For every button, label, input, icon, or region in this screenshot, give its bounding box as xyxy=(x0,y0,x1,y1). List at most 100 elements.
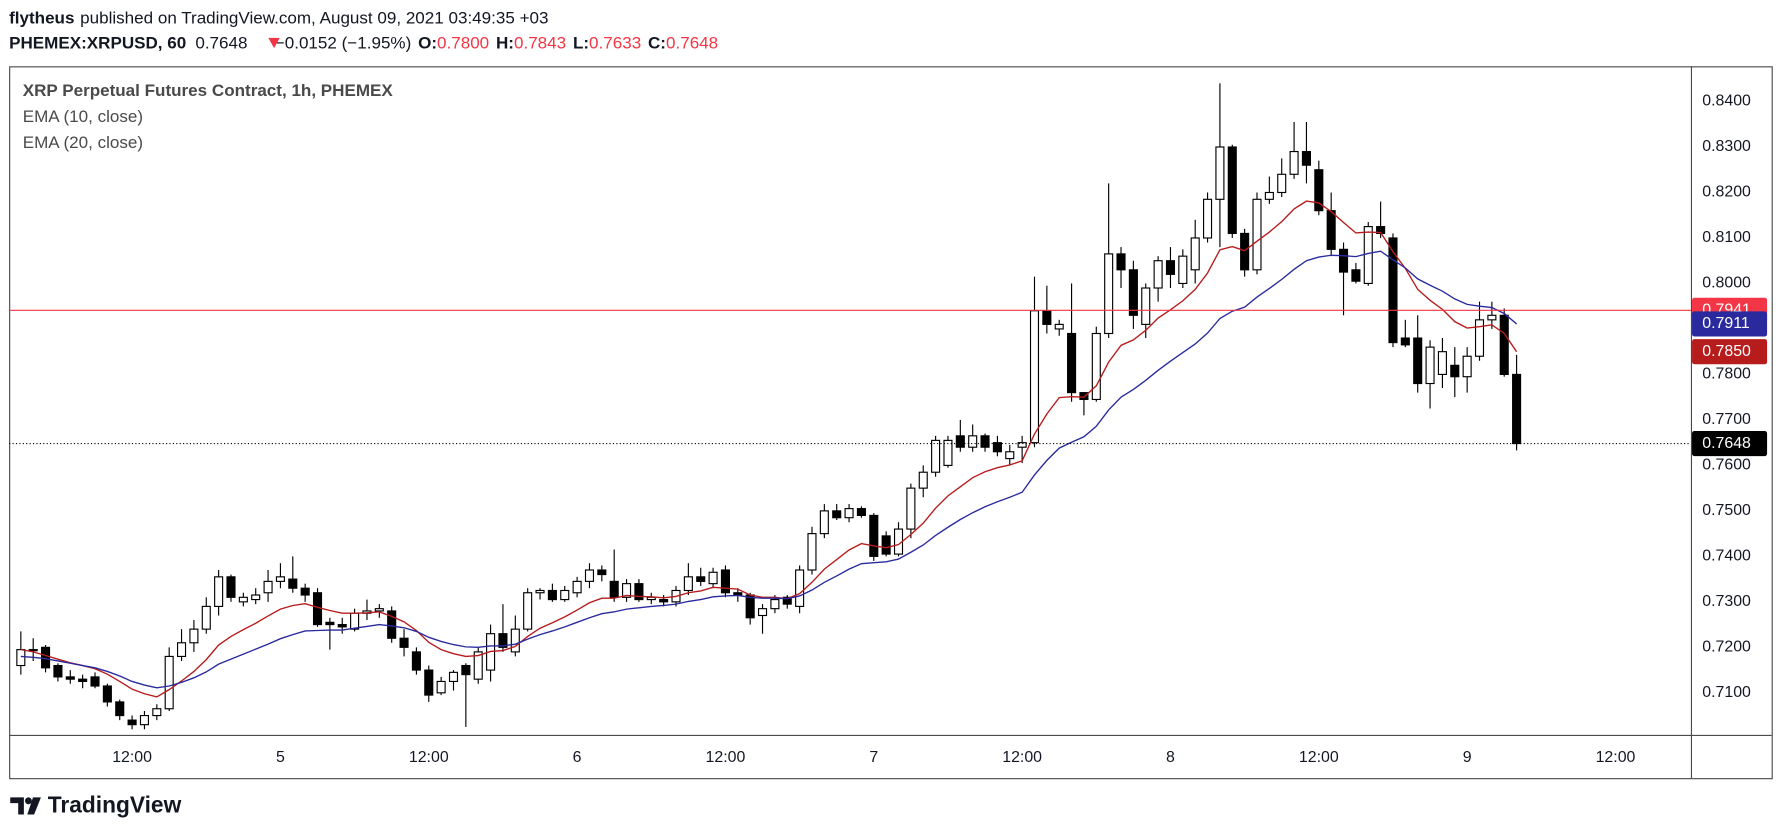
candle xyxy=(869,513,879,561)
symbol: PHEMEX:XRPUSD, 60 xyxy=(9,33,186,52)
candle-body xyxy=(1029,310,1040,444)
y-tick-label: 0.8300 xyxy=(1702,138,1751,155)
candle-body xyxy=(1165,260,1176,275)
candle xyxy=(856,506,866,518)
candle xyxy=(152,704,162,721)
candle-body xyxy=(325,621,335,626)
price-label: 0.7648 xyxy=(1702,435,1751,452)
candle xyxy=(795,565,805,614)
candle-body xyxy=(634,583,644,601)
candle xyxy=(1054,319,1064,336)
ohlc-value: 0.7800 xyxy=(437,33,489,52)
candle xyxy=(597,565,607,582)
y-tick-label: 0.8200 xyxy=(1702,184,1751,201)
candle-body xyxy=(1351,269,1361,282)
ohlc-key: L: xyxy=(573,33,589,52)
candle xyxy=(498,604,508,652)
author: flytheus xyxy=(9,8,74,27)
y-tick-label: 0.7400 xyxy=(1702,548,1751,565)
candle-body xyxy=(1413,337,1423,385)
candle xyxy=(757,604,768,634)
candle xyxy=(65,670,75,684)
candle xyxy=(560,585,570,602)
candle-body xyxy=(1388,237,1398,344)
candle xyxy=(374,604,384,618)
candle-body xyxy=(1450,364,1460,378)
down-arrow xyxy=(268,37,280,49)
candle xyxy=(1091,326,1101,402)
candle-body xyxy=(1153,260,1163,289)
ema-line xyxy=(20,200,1518,698)
candle xyxy=(980,433,990,452)
candle-body xyxy=(498,633,508,648)
candle xyxy=(448,670,459,691)
candle xyxy=(399,629,409,657)
candle xyxy=(1264,176,1274,204)
candle-body xyxy=(1054,323,1064,330)
candle-body xyxy=(733,592,743,596)
candle-body xyxy=(955,435,965,448)
price-label-bg xyxy=(1692,339,1768,365)
candle-body xyxy=(523,592,533,630)
candle-body xyxy=(1400,337,1410,346)
candle xyxy=(387,606,397,643)
candle xyxy=(1462,347,1472,393)
candle xyxy=(683,563,693,596)
x-tick-label: 5 xyxy=(276,749,285,766)
x-tick-label: 9 xyxy=(1463,749,1472,766)
candle-body xyxy=(461,664,471,676)
plot-area xyxy=(16,83,1522,730)
candle-body xyxy=(992,442,1002,453)
candle-body xyxy=(869,514,879,557)
candle-body xyxy=(1425,346,1435,385)
y-tick-label: 0.8100 xyxy=(1702,229,1751,246)
candle-body xyxy=(1203,198,1213,239)
candle xyxy=(201,597,211,634)
candle xyxy=(1005,444,1015,466)
candle xyxy=(90,672,100,689)
x-tick-label: 12:00 xyxy=(1596,749,1636,766)
candle-body xyxy=(535,589,545,594)
candle xyxy=(819,504,829,539)
candle-body xyxy=(176,642,187,658)
candle-body xyxy=(659,599,669,603)
candle xyxy=(1499,308,1509,377)
candle-body xyxy=(1338,248,1349,273)
candle-body xyxy=(473,651,483,680)
ohlc-value: 0.7633 xyxy=(589,33,641,52)
candle xyxy=(1042,285,1052,334)
candle xyxy=(634,579,644,602)
candle-body xyxy=(16,649,26,667)
candle-body xyxy=(1079,392,1089,401)
candle xyxy=(968,424,978,452)
candle-body xyxy=(696,576,706,582)
candle-body xyxy=(127,719,137,726)
legend-title: XRP Perpetual Futures Contract, 1h, PHEM… xyxy=(23,81,394,100)
candle-body xyxy=(189,628,199,644)
candle xyxy=(1450,347,1460,398)
candle-body xyxy=(1227,146,1237,234)
candle-body xyxy=(152,708,162,717)
x-tick-label: 12:00 xyxy=(112,749,152,766)
y-tick-label: 0.7600 xyxy=(1702,457,1751,474)
candle-body xyxy=(1190,237,1200,271)
candle xyxy=(893,522,904,557)
candle-body xyxy=(918,471,928,489)
candle xyxy=(720,565,731,598)
candle-body xyxy=(547,589,557,601)
candle-body xyxy=(214,576,224,607)
candle-body xyxy=(881,535,891,555)
candle-body xyxy=(1474,319,1485,357)
candle xyxy=(1190,219,1200,284)
candle xyxy=(176,629,187,661)
brand-name: TradingView xyxy=(48,792,182,818)
candle-body xyxy=(53,664,63,678)
candle xyxy=(461,663,471,727)
candle xyxy=(115,699,125,721)
candle-body xyxy=(1314,169,1324,212)
candle xyxy=(807,526,817,575)
candle-body xyxy=(1017,442,1027,448)
candle xyxy=(189,620,199,652)
candle xyxy=(53,663,63,682)
candle xyxy=(337,617,347,634)
